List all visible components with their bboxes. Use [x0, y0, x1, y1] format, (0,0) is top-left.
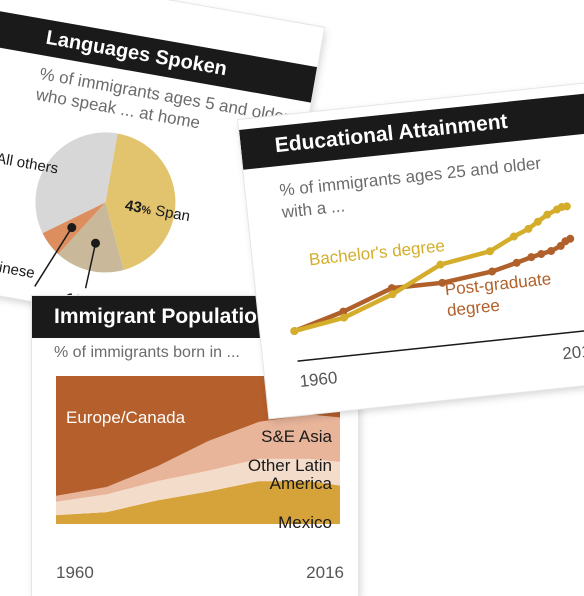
immigrant-subtitle: % of immigrants born in ... [54, 344, 240, 361]
line-x-label-start: 1960 [299, 368, 339, 391]
education-card: Educational Attainment % of immigrants a… [238, 82, 584, 419]
line-x-axis [297, 328, 584, 362]
area-x-label-end: 2016 [306, 563, 344, 582]
line-point-bachelor-s-degree [509, 232, 518, 241]
line-point-post-graduate-degree [488, 267, 497, 276]
area-mexico [56, 481, 340, 524]
area-x-label-start: 1960 [56, 563, 94, 582]
line-point-bachelor-s-degree [485, 247, 494, 256]
line-label-post-graduate-2: degree [446, 296, 501, 320]
line-point-bachelor-s-degree [562, 202, 571, 211]
area-label-mexico: Mexico [278, 513, 332, 532]
line-point-post-graduate-degree [537, 250, 546, 259]
pie-leader-chinese [34, 227, 73, 287]
line-point-bachelor-s-degree [436, 260, 445, 269]
line-label-bachelors: Bachelor's degree [308, 236, 446, 269]
line-point-post-graduate-degree [387, 284, 396, 293]
line-point-post-graduate-degree [566, 234, 575, 243]
line-point-bachelor-s-degree [290, 327, 299, 336]
area-other-latin-america [56, 458, 340, 516]
area-s-e-asia [56, 414, 340, 502]
line-point-bachelor-s-degree [543, 210, 552, 219]
area-label-europe-canada: Europe/Canada [66, 408, 186, 427]
area-label-other-latin: Other Latin [248, 456, 332, 475]
line-point-post-graduate-degree [512, 258, 521, 267]
area-label-se-asia: S&E Asia [261, 427, 332, 446]
line-point-post-graduate-degree [438, 278, 447, 287]
pie-label-spanish: 43% Span [124, 197, 192, 225]
pie-leader-dot-chinese [67, 223, 77, 233]
pie-slice-english-only [58, 202, 124, 273]
pie-leader-english [84, 243, 97, 289]
line-point-bachelor-s-degree [339, 313, 348, 322]
line-series-bachelor-s-degree [293, 204, 568, 334]
line-point-bachelor-s-degree [388, 290, 397, 299]
pie-label-all-others: 35 All others [0, 146, 60, 177]
pie-slice-all-others [35, 132, 118, 234]
pie-leader-dot-english [91, 238, 101, 248]
pie-slice-spanish [105, 133, 176, 270]
education-line-chart: Bachelor's degreePost-graduatedegree1960… [290, 202, 584, 391]
line-point-post-graduate-degree [547, 246, 556, 255]
area-label-america: America [270, 474, 333, 493]
pie-label-chinese: 6 Chinese [0, 254, 36, 282]
line-point-post-graduate-degree [527, 253, 536, 262]
line-x-label-end: 2016 [561, 340, 584, 363]
line-point-bachelor-s-degree [533, 217, 542, 226]
line-point-bachelor-s-degree [524, 224, 533, 233]
line-point-post-graduate-degree [339, 307, 348, 316]
